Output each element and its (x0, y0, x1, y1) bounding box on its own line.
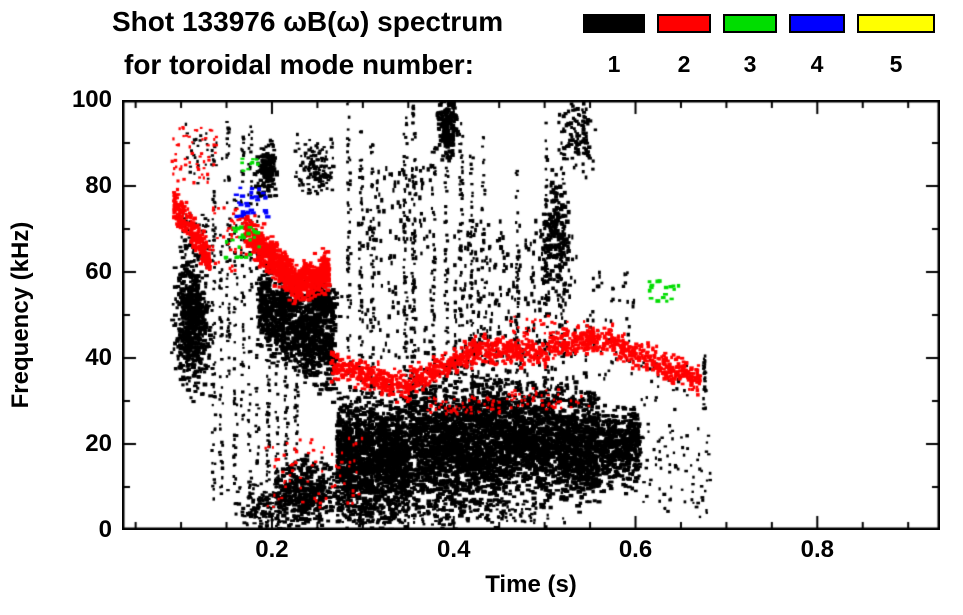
legend-mode-number-4: 4 (810, 51, 824, 77)
spectrogram-plot-area (122, 100, 940, 530)
y-axis-title: Frequency (kHz) (7, 221, 34, 409)
legend-swatch-mode-2 (657, 14, 711, 33)
legend-mode-number-3: 3 (743, 51, 757, 77)
y-tick-label-0: 0 (98, 516, 112, 543)
x-tick-label-0.6: 0.6 (618, 536, 653, 563)
legend-mode-number-1: 1 (607, 51, 621, 77)
x-axis-title: Time (s) (485, 571, 577, 598)
legend-swatch-mode-4 (789, 14, 845, 33)
legend (583, 14, 935, 33)
x-tick-label-0.8: 0.8 (800, 536, 834, 563)
legend-swatch-mode-1 (583, 14, 645, 33)
y-tick-label-60: 60 (85, 258, 112, 285)
x-tick-label-0.2: 0.2 (255, 536, 289, 563)
legend-mode-number-5: 5 (889, 51, 903, 77)
legend-mode-number-2: 2 (677, 51, 691, 77)
y-tick-label-20: 20 (85, 430, 112, 457)
legend-swatch-mode-3 (723, 14, 777, 33)
y-tick-label-80: 80 (85, 172, 112, 199)
y-tick-label-100: 100 (71, 86, 112, 113)
x-tick-label-0.4: 0.4 (437, 536, 471, 563)
chart-subtitle: for toroidal mode number: (124, 49, 474, 80)
legend-mode-numbers: 1 2 3 4 5 (583, 51, 935, 78)
legend-swatch-mode-5 (857, 14, 935, 33)
chart-title: Shot 133976 ωB(ω) spectrum (112, 6, 504, 37)
y-tick-label-40: 40 (85, 344, 112, 371)
